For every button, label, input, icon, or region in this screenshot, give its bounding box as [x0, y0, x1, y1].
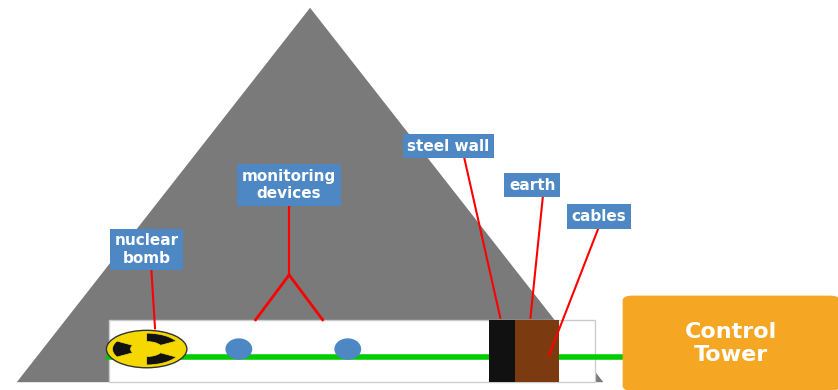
Text: cables: cables: [572, 209, 627, 224]
Circle shape: [136, 344, 158, 354]
Wedge shape: [147, 353, 176, 365]
Text: nuclear
bomb: nuclear bomb: [115, 233, 178, 266]
Wedge shape: [112, 341, 132, 357]
Circle shape: [106, 330, 187, 368]
Bar: [489, 320, 515, 382]
Text: earth: earth: [509, 178, 556, 193]
FancyBboxPatch shape: [623, 296, 838, 390]
Wedge shape: [147, 333, 176, 345]
Text: steel wall: steel wall: [407, 139, 489, 154]
Bar: [109, 320, 595, 382]
Ellipse shape: [334, 339, 361, 360]
Ellipse shape: [225, 339, 252, 360]
Text: monitoring
devices: monitoring devices: [242, 169, 336, 202]
Bar: [515, 320, 559, 382]
Polygon shape: [17, 8, 603, 382]
Text: Control
Tower: Control Tower: [685, 322, 778, 365]
